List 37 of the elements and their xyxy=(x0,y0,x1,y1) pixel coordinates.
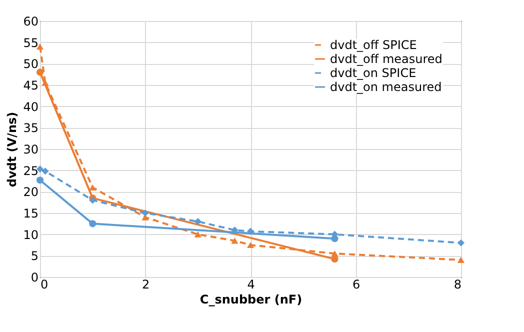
point xyxy=(331,235,338,242)
point xyxy=(331,256,338,263)
y-tick-label: 35 xyxy=(23,121,38,136)
y-tick-label: 50 xyxy=(23,57,38,72)
legend-label: dvdt_on SPICE xyxy=(330,66,416,80)
y-tick-label: 5 xyxy=(30,249,38,264)
point xyxy=(36,68,44,76)
y-tick-label: 40 xyxy=(23,100,38,114)
legend-label: dvdt_off SPICE xyxy=(330,38,417,52)
point xyxy=(246,242,254,248)
x-tick-label: 6 xyxy=(352,278,360,292)
y-tick-label: 25 xyxy=(23,164,38,178)
y-tick-label: 60 xyxy=(23,14,38,28)
point xyxy=(457,239,465,246)
x-tick-label: 4 xyxy=(247,278,255,292)
y-axis-title: dvdt (V/ns) xyxy=(5,112,20,188)
x-tick-label: 2 xyxy=(142,278,150,292)
point xyxy=(194,218,202,226)
x-axis-title: C_snubber (nF) xyxy=(200,292,302,306)
y-tick-label: 15 xyxy=(23,206,38,220)
y-tick-label: 30 xyxy=(23,142,38,156)
y-tick-label: 55 xyxy=(23,36,38,50)
point xyxy=(142,209,149,217)
x-tick-label: 0 xyxy=(40,278,48,292)
point xyxy=(89,220,96,228)
y-tick-label: 20 xyxy=(23,185,38,200)
point xyxy=(42,168,49,175)
y-tick-label: 45 xyxy=(23,78,38,92)
point xyxy=(89,184,96,190)
y-tick-label: 10 xyxy=(23,228,38,242)
legend-label: dvdt_on measured xyxy=(330,80,442,94)
point xyxy=(36,176,44,184)
x-tick-label: 8 xyxy=(454,278,462,292)
point xyxy=(194,231,202,238)
point xyxy=(457,256,465,263)
legend-label: dvdt_off measured xyxy=(330,52,442,66)
point xyxy=(231,238,238,244)
